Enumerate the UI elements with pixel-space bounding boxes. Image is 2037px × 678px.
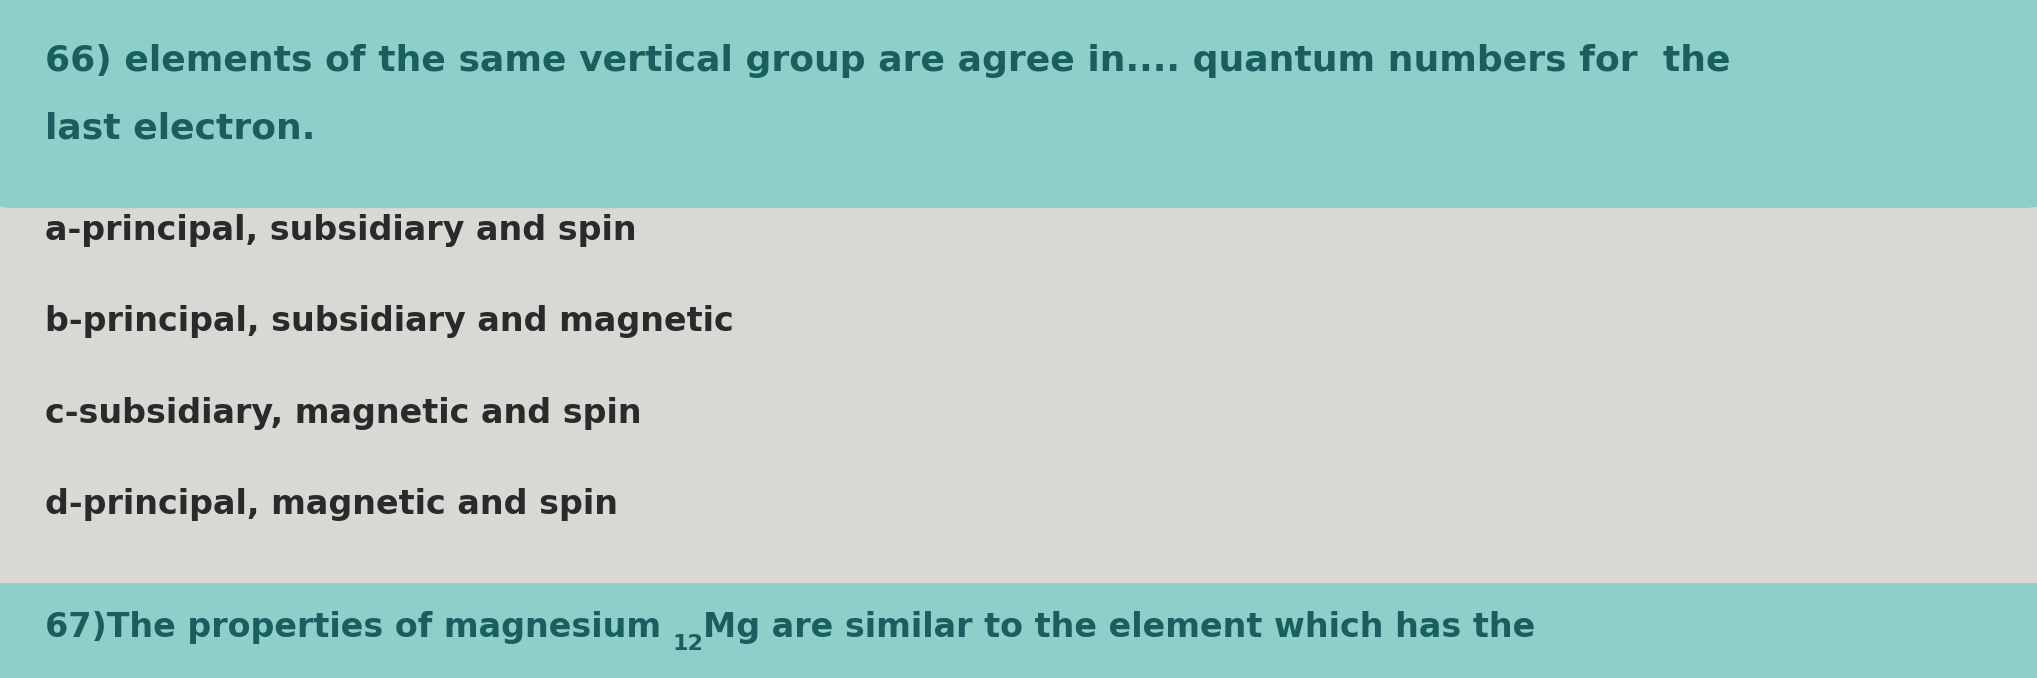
Text: 66) elements of the same vertical group are agree in.... quantum numbers for  th: 66) elements of the same vertical group … (45, 44, 1729, 78)
Text: a-principal, subsidiary and spin: a-principal, subsidiary and spin (45, 214, 636, 247)
Text: b-principal, subsidiary and magnetic: b-principal, subsidiary and magnetic (45, 305, 733, 338)
Text: 12: 12 (672, 634, 703, 654)
Bar (0, 203, 2037, 583)
Text: Mg are similar to the element which has the: Mg are similar to the element which has … (703, 611, 1536, 643)
FancyBboxPatch shape (0, 0, 2037, 208)
Text: 67)The properties of magnesium: 67)The properties of magnesium (45, 611, 672, 643)
Bar (0, 583, 2037, 678)
Text: d-principal, magnetic and spin: d-principal, magnetic and spin (45, 488, 617, 521)
Text: c-subsidiary, magnetic and spin: c-subsidiary, magnetic and spin (45, 397, 642, 430)
Text: last electron.: last electron. (45, 112, 316, 146)
